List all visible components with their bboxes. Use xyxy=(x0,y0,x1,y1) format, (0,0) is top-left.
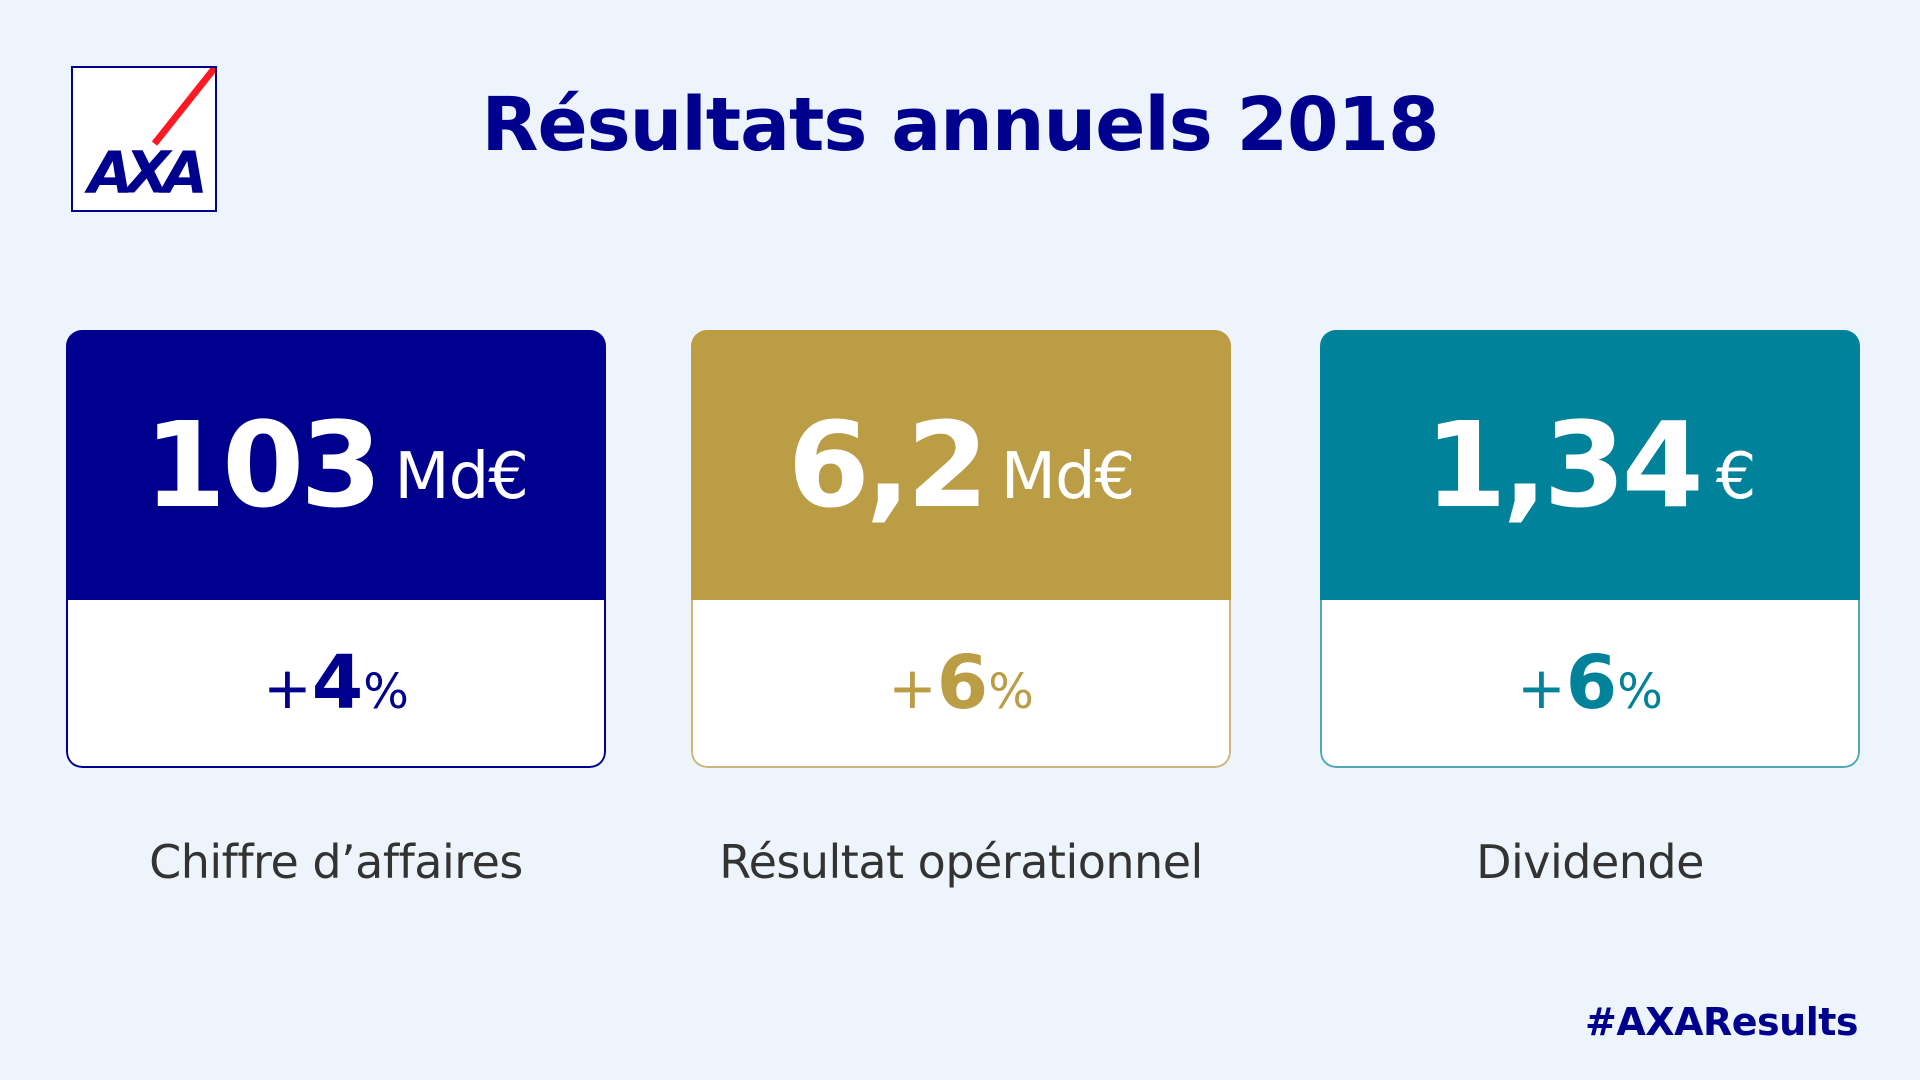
card-revenue-label: Chiffre d’affaires xyxy=(149,835,523,889)
card-dividend-change: + 6 % xyxy=(1517,640,1663,726)
card-revenue: 103 Md€ + 4 % xyxy=(66,330,606,768)
page-title: Résultats annuels 2018 xyxy=(481,82,1439,168)
hashtag: #AXAResults xyxy=(1585,1000,1858,1044)
card-dividend-value-panel: 1,34 € xyxy=(1320,330,1860,600)
card-dividend-change-sign: + xyxy=(1517,654,1566,722)
card-operating-result-change-panel: + 6 % xyxy=(691,600,1231,768)
card-revenue-value-panel: 103 Md€ xyxy=(66,330,606,600)
card-operating-result-change-value: 6 xyxy=(936,640,988,726)
card-revenue-change: + 4 % xyxy=(263,640,409,726)
card-operating-result-change-unit: % xyxy=(988,664,1034,720)
card-revenue-unit: Md€ xyxy=(394,440,529,514)
card-operating-result-value-panel: 6,2 Md€ xyxy=(691,330,1231,600)
card-dividend: 1,34 € + 6 % xyxy=(1320,330,1860,768)
card-dividend-change-value: 6 xyxy=(1565,640,1617,726)
card-revenue-change-panel: + 4 % xyxy=(66,600,606,768)
card-dividend-change-unit: % xyxy=(1617,664,1663,720)
card-operating-result-change: + 6 % xyxy=(888,640,1034,726)
card-operating-result-label: Résultat opérationnel xyxy=(719,835,1203,889)
card-dividend-label: Dividende xyxy=(1476,835,1704,889)
axa-logo: AXA xyxy=(71,66,217,212)
card-operating-result-value: 6,2 xyxy=(787,396,989,534)
svg-text:AXA: AXA xyxy=(84,138,204,206)
card-dividend-change-panel: + 6 % xyxy=(1320,600,1860,768)
card-revenue-change-sign: + xyxy=(263,654,312,722)
card-dividend-unit: € xyxy=(1715,440,1757,514)
card-operating-result-change-sign: + xyxy=(888,654,937,722)
card-revenue-change-value: 4 xyxy=(311,640,363,726)
card-revenue-value: 103 xyxy=(144,396,382,534)
card-operating-result: 6,2 Md€ + 6 % xyxy=(691,330,1231,768)
axa-logo-icon: AXA xyxy=(84,68,215,206)
card-operating-result-unit: Md€ xyxy=(1000,440,1136,514)
card-revenue-change-unit: % xyxy=(363,664,409,720)
card-dividend-value: 1,34 xyxy=(1424,396,1704,534)
